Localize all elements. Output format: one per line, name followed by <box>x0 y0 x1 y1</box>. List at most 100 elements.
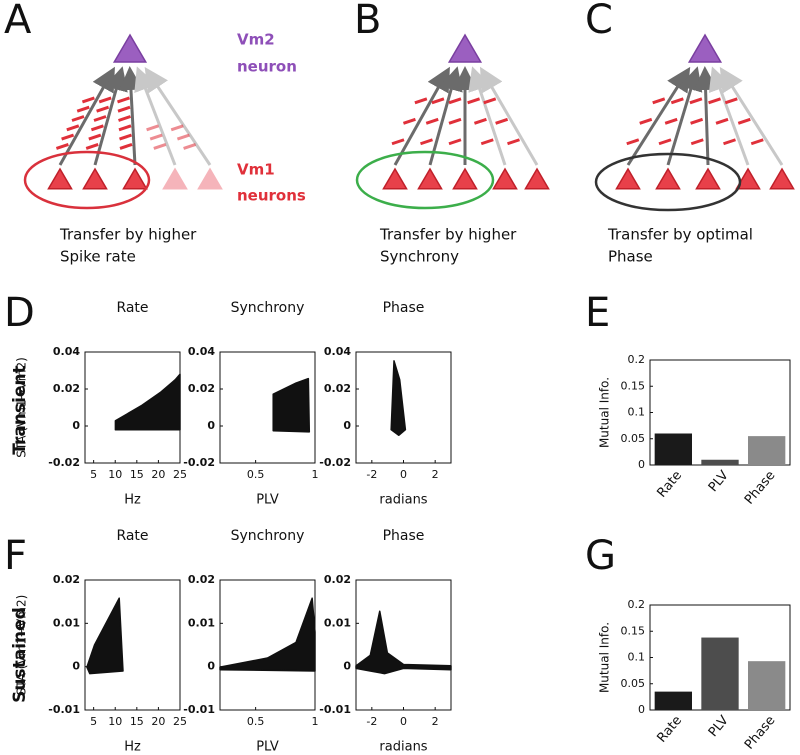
y-tick-label: 0 <box>343 660 351 673</box>
spike-dash <box>723 138 736 146</box>
chart-title: Phase <box>383 300 425 316</box>
arrow <box>428 66 463 166</box>
y-axis-label: STA (Vm1→Vm2) <box>15 357 29 458</box>
y-tick-label: 0 <box>72 660 80 673</box>
x-tick-label: Rate <box>654 468 685 500</box>
y-tick-label: -0.01 <box>183 703 215 716</box>
arrow <box>144 67 212 166</box>
arrow <box>479 66 539 166</box>
y-tick-label: -0.01 <box>319 703 351 716</box>
vm1-neuron <box>524 167 550 190</box>
point-cloud <box>355 610 452 675</box>
x-tick-label: Phase <box>742 468 778 507</box>
vm1-neuron <box>162 167 188 190</box>
panel-letter: B <box>354 0 381 43</box>
x-axis-label: Hz <box>124 493 141 508</box>
y-tick-label: 0.01 <box>324 616 351 629</box>
spike-dash <box>149 133 163 141</box>
x-axis-label: PLV <box>256 740 279 755</box>
spike-dash <box>96 105 110 113</box>
spike-dash <box>639 117 653 125</box>
x-axis-label: radians <box>379 493 427 508</box>
x-tick-label: PLV <box>706 713 732 740</box>
x-tick-label: Phase <box>742 713 778 752</box>
spike-dash <box>118 115 131 122</box>
y-tick-label: 0.02 <box>324 382 351 395</box>
y-tick-label: 0.2 <box>628 353 646 366</box>
x-tick-label: -2 <box>366 715 377 728</box>
panel-letter: A <box>4 0 32 43</box>
spike-dash <box>448 97 462 105</box>
y-tick-label: 0 <box>343 419 351 432</box>
bar <box>701 459 739 465</box>
y-tick-label: 0.02 <box>53 382 80 395</box>
spike-dash <box>88 133 102 141</box>
chart-title: Synchrony <box>231 300 305 316</box>
vm1-neuron <box>82 167 108 190</box>
panel-letter: F <box>4 533 27 579</box>
spike-dash <box>93 115 107 122</box>
spike-dash <box>658 138 672 146</box>
spike-dash <box>391 138 405 146</box>
arrow <box>118 66 143 166</box>
y-tick-label: 0 <box>207 419 215 432</box>
spike-dash <box>118 124 132 132</box>
vm2-neuron <box>447 33 483 63</box>
spike-dash <box>507 138 520 146</box>
x-tick-label: 0 <box>400 468 407 481</box>
spike-dash <box>448 117 462 125</box>
arrow <box>93 66 128 166</box>
y-tick-label: -0.02 <box>48 456 80 469</box>
y-tick-label: 0.02 <box>324 573 351 586</box>
spike-dash <box>170 124 184 132</box>
arrow <box>666 66 703 166</box>
y-tick-label: 0.2 <box>628 598 646 611</box>
x-tick-label: 1 <box>312 468 319 481</box>
spike-dash <box>119 142 133 150</box>
spike-dash <box>483 97 497 105</box>
caption: Spike rate <box>60 248 136 266</box>
spike-dash <box>670 97 684 105</box>
spike-dash <box>55 142 69 150</box>
y-tick-label: -0.02 <box>319 456 351 469</box>
spike-dash <box>467 97 481 105</box>
panel-letter: E <box>585 290 610 336</box>
y-tick-label: 0 <box>638 458 645 471</box>
y-tick-label: 0.1 <box>628 406 646 419</box>
x-tick-label: 10 <box>108 468 122 481</box>
vm2-label: Vm2 <box>237 31 275 49</box>
y-tick-label: 0.01 <box>53 616 80 629</box>
vm1-neuron <box>615 167 641 190</box>
spike-dash <box>480 138 494 146</box>
y-tick-label: 0.15 <box>621 624 646 637</box>
x-tick-label: 2 <box>432 468 439 481</box>
x-tick-label: 5 <box>90 715 97 728</box>
spike-dash <box>750 138 764 146</box>
vm1-neuron <box>382 167 408 190</box>
y-tick-label: 0 <box>72 419 80 432</box>
x-tick-label: 0.5 <box>247 715 265 728</box>
x-tick-label: 5 <box>90 468 97 481</box>
vm2-neuron <box>687 33 723 63</box>
row-label: Transient <box>10 365 30 454</box>
chart-title: Phase <box>383 528 425 544</box>
spike-dash <box>425 117 439 125</box>
y-tick-label: 0.04 <box>188 345 215 358</box>
x-axis-label: PLV <box>256 493 279 508</box>
spike-dash <box>448 138 462 146</box>
chart-title: Rate <box>116 528 148 544</box>
y-tick-label: 0.05 <box>621 677 646 690</box>
y-tick-label: 0.02 <box>188 382 215 395</box>
y-tick-label: 0.15 <box>621 379 646 392</box>
arrow <box>719 66 784 166</box>
spike-dash <box>690 138 704 146</box>
y-tick-label: 0 <box>638 703 645 716</box>
spike-dash <box>690 117 704 125</box>
spike-dash <box>652 97 666 105</box>
selection-ring <box>594 152 742 212</box>
vm1-neuron <box>492 167 518 190</box>
spike-dash <box>431 97 445 105</box>
x-axis-label: radians <box>379 740 427 755</box>
x-tick-label: 20 <box>151 715 165 728</box>
